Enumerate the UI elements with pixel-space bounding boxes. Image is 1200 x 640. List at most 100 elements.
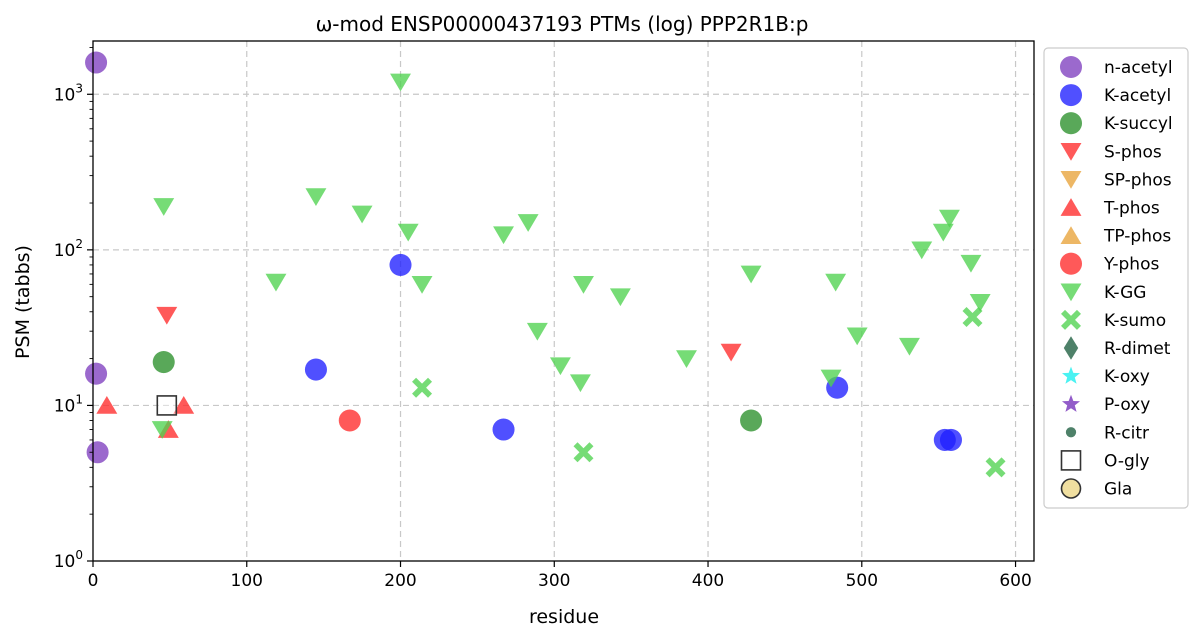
- legend-label-r-dimet: R-dimet: [1104, 339, 1171, 359]
- point-k-acetyl: [304, 358, 327, 381]
- point-k-gg: [932, 223, 954, 242]
- point-k-gg: [969, 293, 991, 312]
- y-tick-label: 100: [54, 548, 83, 572]
- y-tick-label: 101: [54, 392, 83, 416]
- y-tick-base: 10: [54, 85, 76, 105]
- x-tick-label: 500: [846, 571, 878, 591]
- point-k-gg: [899, 337, 920, 356]
- point-k-gg: [265, 273, 287, 292]
- legend-marker-r-dimet: [1063, 336, 1079, 360]
- point-k-succyl: [152, 351, 175, 374]
- x-tick-label: 300: [538, 571, 570, 591]
- legend-label-k-sumo: K-sumo: [1104, 311, 1166, 331]
- point-y-phos: [338, 409, 361, 432]
- x-tick-label: 400: [692, 571, 724, 591]
- data-points: [85, 51, 1006, 478]
- x-tick-label: 100: [231, 571, 263, 591]
- legend-marker-k-gg: [1060, 283, 1082, 302]
- legend-marker-k-succyl: [1059, 112, 1083, 135]
- x-axis-title: residue: [529, 606, 599, 628]
- point-k-sumo: [985, 457, 1006, 478]
- legend: n-acetyl K-acetyl K-succyl S-phos SP-phos T-p…: [1043, 47, 1189, 509]
- legend-label-y-phos: Y-phos: [1103, 255, 1159, 275]
- point-k-gg: [825, 273, 847, 292]
- point-k-gg: [573, 276, 594, 294]
- legend-label-k-succyl: K-succyl: [1104, 114, 1173, 134]
- point-k-gg: [938, 209, 960, 228]
- point-k-gg: [676, 350, 697, 368]
- y-tick-base: 10: [54, 552, 76, 572]
- y-tick-base: 10: [54, 241, 76, 261]
- legend-marker-gla: [1060, 478, 1082, 499]
- y-tick-exponent: 2: [75, 237, 83, 251]
- point-k-gg: [960, 254, 982, 273]
- point-k-gg: [609, 288, 631, 307]
- legend-marker-tp-phos: [1060, 226, 1082, 244]
- legend-marker-n-acetyl: [1059, 55, 1083, 79]
- point-s-phos: [156, 306, 178, 325]
- point-k-sumo: [962, 307, 983, 328]
- legend-label-n-acetyl: n-acetyl: [1104, 58, 1173, 78]
- point-k-gg: [569, 374, 591, 393]
- point-k-gg: [351, 205, 373, 224]
- legend-label-tp-phos: TP-phos: [1103, 227, 1171, 247]
- point-k-sumo: [412, 377, 433, 398]
- point-k-gg: [493, 226, 514, 245]
- legend-marker-s-phos: [1060, 142, 1082, 161]
- y-tick-exponent: 1: [75, 392, 83, 406]
- point-k-gg: [397, 223, 419, 242]
- point-k-acetyl: [389, 253, 412, 276]
- x-tick-label: 600: [999, 571, 1031, 591]
- point-n-acetyl: [85, 362, 108, 385]
- point-n-acetyl: [85, 51, 108, 74]
- legend-marker-y-phos: [1059, 252, 1083, 275]
- plot-frame: [92, 40, 1035, 562]
- point-s-phos: [720, 343, 742, 362]
- y-tick-exponent: 0: [75, 548, 83, 562]
- point-k-gg: [411, 276, 433, 294]
- legend-marker-t-phos: [1060, 198, 1082, 216]
- legend-marker-o-gly: [1060, 450, 1082, 471]
- point-k-gg: [740, 265, 762, 284]
- point-k-acetyl: [939, 428, 962, 451]
- legend-marker-p-oxy: [1061, 394, 1081, 412]
- grid-lines: [93, 41, 1034, 561]
- legend-frame: [1043, 47, 1189, 509]
- point-k-succyl: [740, 409, 763, 432]
- legend-label-k-acetyl: K-acetyl: [1104, 86, 1171, 106]
- y-tick-label: 103: [54, 81, 83, 105]
- point-t-phos: [173, 396, 195, 414]
- legend-label-p-oxy: P-oxy: [1104, 395, 1150, 415]
- legend-label-t-phos: T-phos: [1103, 199, 1160, 219]
- legend-marker-r-citr: [1065, 427, 1077, 438]
- chart-title: ω-mod ENSP00000437193 PTMs (log) PPP2R1B…: [316, 12, 809, 36]
- point-k-gg: [820, 369, 842, 388]
- point-k-gg: [911, 241, 933, 260]
- point-k-gg: [846, 327, 868, 346]
- point-k-gg: [526, 322, 548, 341]
- legend-label-s-phos: S-phos: [1104, 142, 1162, 162]
- point-t-phos: [96, 396, 118, 414]
- legend-label-k-oxy: K-oxy: [1104, 367, 1150, 387]
- legend-label-k-gg: K-GG: [1104, 283, 1146, 303]
- point-k-gg: [153, 198, 175, 216]
- y-tick-base: 10: [54, 396, 76, 416]
- legend-marker-k-acetyl: [1059, 84, 1083, 107]
- point-o-gly: [156, 395, 178, 416]
- legend-marker-k-sumo: [1061, 309, 1081, 330]
- point-k-gg: [305, 188, 327, 206]
- legend-label-o-gly: O-gly: [1104, 451, 1150, 471]
- legend-marker-sp-phos: [1060, 171, 1082, 189]
- legend-marker-k-oxy: [1061, 366, 1081, 384]
- x-tick-label: 200: [384, 571, 416, 591]
- point-k-gg: [549, 357, 571, 376]
- legend-label-r-citr: R-citr: [1104, 423, 1149, 443]
- x-tick-label: 0: [88, 571, 99, 591]
- point-k-gg: [390, 73, 411, 92]
- y-tick-label: 102: [54, 237, 83, 261]
- y-tick-exponent: 3: [75, 81, 83, 95]
- point-k-sumo: [573, 442, 594, 463]
